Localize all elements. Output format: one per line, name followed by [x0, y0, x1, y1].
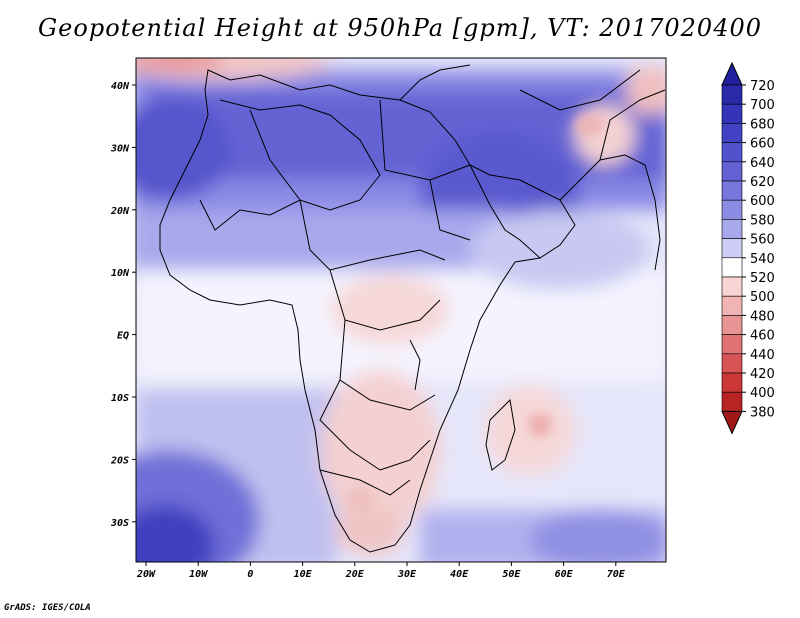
- colorbar-label: 440: [750, 348, 775, 363]
- colorbar-swatch: [721, 295, 743, 316]
- lon-label: 10E: [294, 569, 313, 580]
- colorbar-swatch: [721, 161, 743, 182]
- colorbar-swatch: [721, 353, 743, 374]
- colorbar-swatch: [721, 372, 743, 393]
- lat-label: 30S: [110, 518, 129, 529]
- lat-label: 20S: [110, 455, 129, 466]
- colorbar-label: 500: [750, 290, 775, 305]
- coastlines: [159, 64, 666, 553]
- latitude-labels: 40N 30N 20N 10N EQ 10S 20S 30S: [110, 81, 136, 529]
- colorbar-swatch: [721, 142, 743, 163]
- colorbar-swatch: [721, 199, 743, 220]
- lat-label: 10S: [111, 393, 129, 404]
- colorbar-label: 420: [750, 367, 775, 382]
- lon-label: 60E: [555, 569, 574, 580]
- colorbar-label: 700: [750, 98, 775, 113]
- colorbar-bottom-arrow: [721, 410, 743, 435]
- longitude-labels: 20W 10W 0 10E 20E 30E 40E 50E 60E 70E: [136, 562, 626, 580]
- lon-label: 10W: [189, 569, 208, 580]
- map-frame: [135, 57, 667, 563]
- lon-label: 30E: [397, 569, 417, 580]
- lon-label: 50E: [502, 569, 521, 580]
- colorbar-swatch: [721, 180, 743, 201]
- lon-label: 70E: [607, 569, 626, 580]
- lat-label: EQ: [117, 331, 129, 342]
- colorbar-top-arrow: [721, 61, 743, 86]
- colorbar-label: 380: [750, 405, 775, 420]
- colorbar-label: 660: [750, 137, 775, 152]
- lon-label: 20E: [345, 569, 365, 580]
- colorbar-label: 720: [750, 79, 775, 94]
- lat-label: 30N: [110, 143, 130, 154]
- colorbar-label: 460: [750, 329, 775, 344]
- lat-label: 40N: [111, 81, 130, 92]
- colorbar-label: 400: [750, 386, 775, 401]
- colorbar-swatch: [721, 334, 743, 355]
- colorbar-label: 580: [750, 213, 775, 228]
- colorbar-swatch: [721, 238, 743, 259]
- grads-credit: GrADS: IGES/COLA: [4, 603, 91, 613]
- lat-label: 10N: [111, 268, 130, 279]
- lon-label: 0: [247, 569, 253, 580]
- colorbar-label: 600: [750, 194, 775, 209]
- lon-label: 40E: [450, 569, 469, 580]
- colorbar-swatch: [721, 391, 743, 412]
- lon-label: 20W: [136, 569, 156, 580]
- colorbar-label: 560: [750, 233, 775, 248]
- colorbar-label: 480: [750, 309, 775, 324]
- colorbar-label: 520: [750, 271, 775, 286]
- colorbar-label: 640: [750, 156, 775, 171]
- colorbar-swatch: [721, 276, 743, 297]
- colorbar-swatch: [721, 103, 743, 124]
- colorbar-swatch: [721, 123, 743, 143]
- colorbar-swatch: [721, 315, 743, 335]
- map-title: Geopotential Height at 950hPa [gpm], VT:…: [38, 14, 762, 42]
- colorbar-label: 540: [750, 252, 775, 267]
- colorbar-label: 680: [750, 117, 775, 132]
- colorbar-swatch: [721, 257, 743, 278]
- colorbar-swatch: [721, 219, 743, 239]
- colorbar-label: 620: [750, 175, 775, 190]
- lat-label: 20N: [110, 206, 130, 217]
- colorbar-swatch: [721, 84, 743, 105]
